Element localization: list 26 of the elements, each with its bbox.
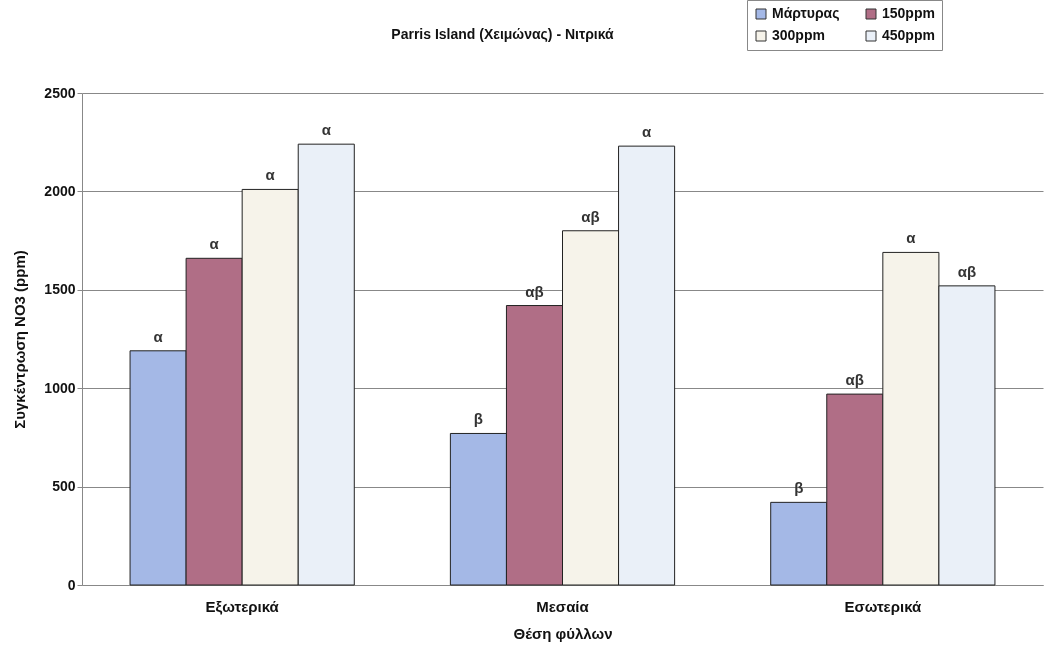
x-tick-label: Εσωτερικά bbox=[844, 597, 923, 615]
legend-label: 300ppm bbox=[772, 27, 825, 43]
x-tick-label: Μεσαία bbox=[536, 597, 590, 615]
y-tick-label: 500 bbox=[52, 478, 76, 495]
legend-label: 150ppm bbox=[882, 5, 935, 21]
y-tick-label: 1000 bbox=[44, 379, 76, 396]
y-tick-label: 0 bbox=[67, 576, 76, 593]
y-axis-title: Συγκέντρωση NO3 (ppm) bbox=[11, 250, 29, 429]
legend-label: Μάρτυρας bbox=[772, 5, 840, 21]
data-label: α bbox=[153, 327, 164, 345]
data-label: α bbox=[209, 235, 220, 253]
data-label: α bbox=[641, 123, 652, 141]
y-tick-label: 1500 bbox=[44, 281, 76, 298]
x-axis-title: Θέση φύλλων bbox=[513, 624, 613, 642]
data-label: α bbox=[321, 121, 332, 139]
x-tick-label: Εξωτερικά bbox=[205, 597, 280, 615]
data-label: α bbox=[906, 229, 917, 247]
y-tick-label: 2000 bbox=[44, 182, 76, 199]
chart-title: Parris Island (Χειμώνας) - Νιτρικά bbox=[391, 26, 615, 42]
data-label: α bbox=[265, 166, 276, 184]
data-label: αβ bbox=[957, 262, 977, 280]
data-label: αβ bbox=[581, 207, 600, 225]
data-label: β bbox=[473, 410, 483, 428]
y-tick-label: 2500 bbox=[44, 84, 76, 101]
legend-label: 450ppm bbox=[882, 27, 935, 43]
data-label: αβ bbox=[845, 371, 864, 389]
